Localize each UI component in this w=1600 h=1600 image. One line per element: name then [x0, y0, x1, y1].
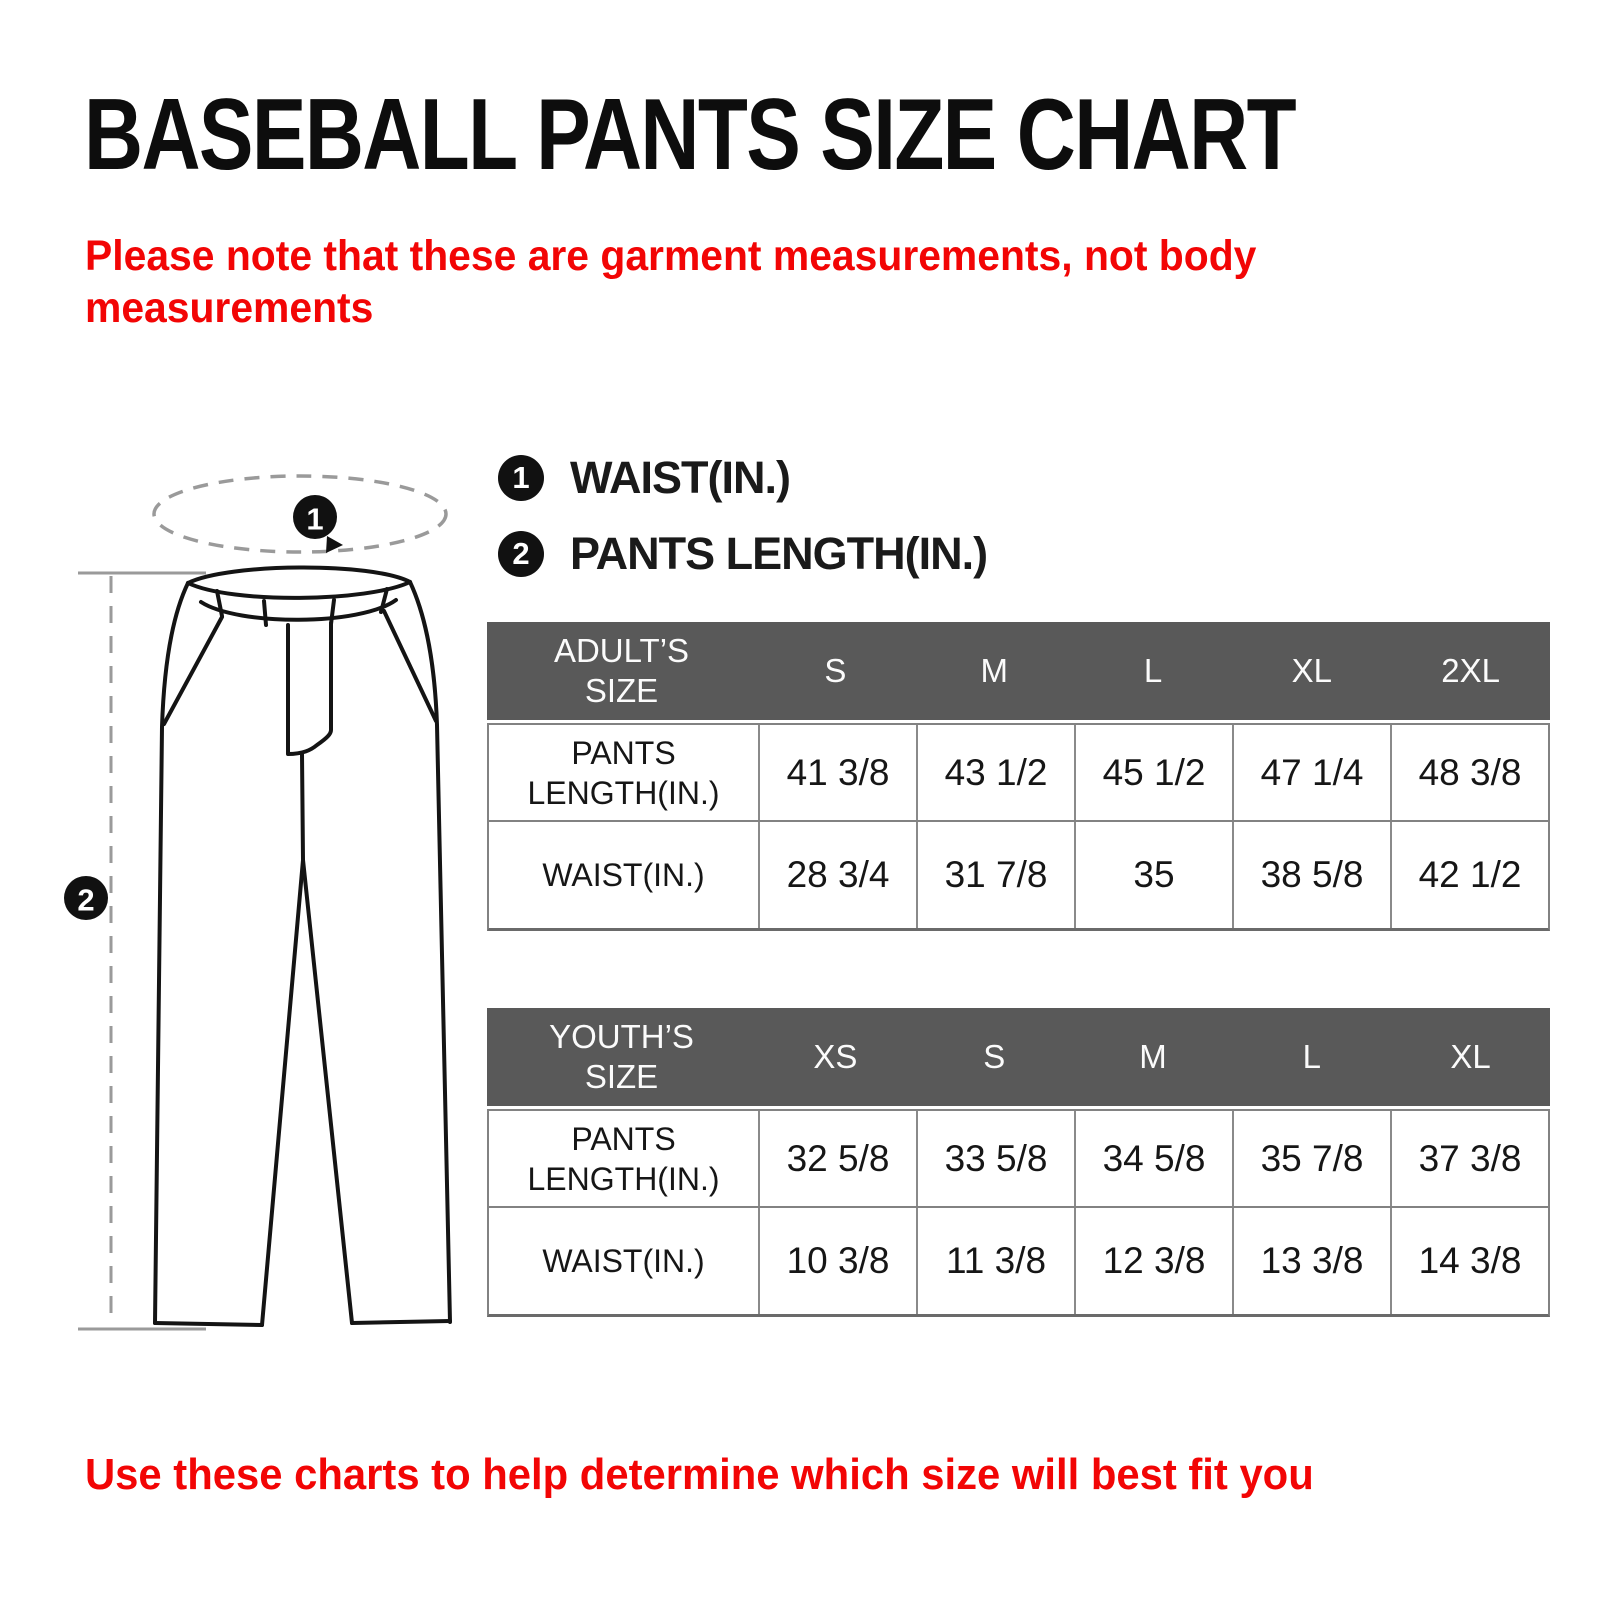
marker-2-number: 2 — [77, 883, 94, 918]
size-value: 37 3/8 — [1390, 1111, 1548, 1206]
adult-col-header-xl: XL — [1291, 652, 1332, 689]
size-value: 12 3/8 — [1074, 1208, 1232, 1314]
size-value: 38 5/8 — [1232, 822, 1390, 928]
note-line-1: Please note that these are garment measu… — [85, 232, 1257, 280]
youth-size-col-header: YOUTH’S SIZE — [549, 1018, 694, 1095]
waist-arrow-icon — [326, 536, 343, 553]
adult-waist-row: WAIST(IN.) 28 3/4 31 7/8 35 38 5/8 42 1/… — [489, 820, 1548, 928]
legend-2-label: PANTS LENGTH(IN.) — [570, 528, 988, 579]
youth-table-header: YOUTH’S SIZE XS S M L XL — [487, 1008, 1550, 1106]
size-value: 43 1/2 — [916, 725, 1074, 820]
youth-col-header-l: L — [1302, 1038, 1321, 1075]
adult-col-header-m: M — [980, 652, 1008, 689]
row-label: PANTS LENGTH(IN.) — [527, 734, 720, 811]
size-value: 35 7/8 — [1232, 1111, 1390, 1206]
youth-pants-length-row: PANTS LENGTH(IN.) 32 5/8 33 5/8 34 5/8 3… — [489, 1111, 1548, 1206]
size-value: 42 1/2 — [1390, 822, 1548, 928]
legend-item-pants-length: 2 PANTS LENGTH(IN.) — [498, 528, 988, 580]
row-label: PANTS LENGTH(IN.) — [527, 1120, 720, 1197]
adult-table-body: PANTS LENGTH(IN.) 41 3/8 43 1/2 45 1/2 4… — [487, 723, 1550, 931]
pants-outline — [153, 565, 452, 1327]
youth-col-header-m: M — [1139, 1038, 1167, 1075]
footer-note: Use these charts to help determine which… — [85, 1450, 1314, 1499]
adult-col-header-2xl: 2XL — [1441, 652, 1500, 689]
adult-pants-length-row: PANTS LENGTH(IN.) 41 3/8 43 1/2 45 1/2 4… — [489, 725, 1548, 820]
size-value: 48 3/8 — [1390, 725, 1548, 820]
size-value: 45 1/2 — [1074, 725, 1232, 820]
garment-measurement-note: Please note that these are garment measu… — [85, 230, 1256, 335]
size-value: 47 1/4 — [1232, 725, 1390, 820]
page-title: BASEBALL PANTS SIZE CHART — [84, 79, 1297, 191]
size-value: 13 3/8 — [1232, 1208, 1390, 1314]
size-value: 31 7/8 — [916, 822, 1074, 928]
measurement-legend: 1 WAIST(IN.) 2 PANTS LENGTH(IN.) — [498, 452, 988, 580]
row-label: WAIST(IN.) — [542, 857, 705, 893]
legend-1-label: WAIST(IN.) — [570, 452, 791, 503]
legend-1-badge: 1 — [498, 455, 544, 501]
size-value: 33 5/8 — [916, 1111, 1074, 1206]
size-value: 28 3/4 — [758, 822, 916, 928]
size-value: 14 3/8 — [1390, 1208, 1548, 1314]
legend-2-badge: 2 — [498, 531, 544, 577]
marker-1-badge — [293, 495, 337, 539]
size-value: 32 5/8 — [758, 1111, 916, 1206]
youth-col-header-xl: XL — [1450, 1038, 1491, 1075]
size-value: 35 — [1074, 822, 1232, 928]
adult-size-table: ADULT’S SIZE S M L XL 2XL PANTS LENGTH(I… — [487, 622, 1550, 931]
adult-size-col-header: ADULT’S SIZE — [553, 632, 690, 709]
marker-1-number: 1 — [306, 502, 323, 537]
size-value: 34 5/8 — [1074, 1111, 1232, 1206]
waist-measure-ellipse — [152, 474, 448, 554]
adult-col-header-s: S — [824, 652, 847, 689]
youth-col-header-xs: XS — [813, 1038, 858, 1075]
row-label: WAIST(IN.) — [542, 1243, 705, 1279]
marker-2-badge — [64, 876, 108, 920]
note-line-2: measurements — [85, 284, 374, 333]
adult-col-header-l: L — [1143, 652, 1163, 689]
pants-diagram: 1 2 — [64, 474, 452, 1331]
size-value: 10 3/8 — [758, 1208, 916, 1314]
youth-table-body: PANTS LENGTH(IN.) 32 5/8 33 5/8 34 5/8 3… — [487, 1109, 1550, 1317]
legend-item-waist: 1 WAIST(IN.) — [498, 452, 987, 504]
adult-table-header: ADULT’S SIZE S M L XL 2XL — [487, 622, 1550, 720]
size-value: 11 3/8 — [916, 1208, 1074, 1314]
youth-waist-row: WAIST(IN.) 10 3/8 11 3/8 12 3/8 13 3/8 1… — [489, 1206, 1548, 1314]
youth-size-table: YOUTH’S SIZE XS S M L XL PANTS LENGTH(IN… — [487, 1008, 1550, 1317]
youth-col-header-s: S — [983, 1038, 1006, 1075]
size-value: 41 3/8 — [758, 725, 916, 820]
